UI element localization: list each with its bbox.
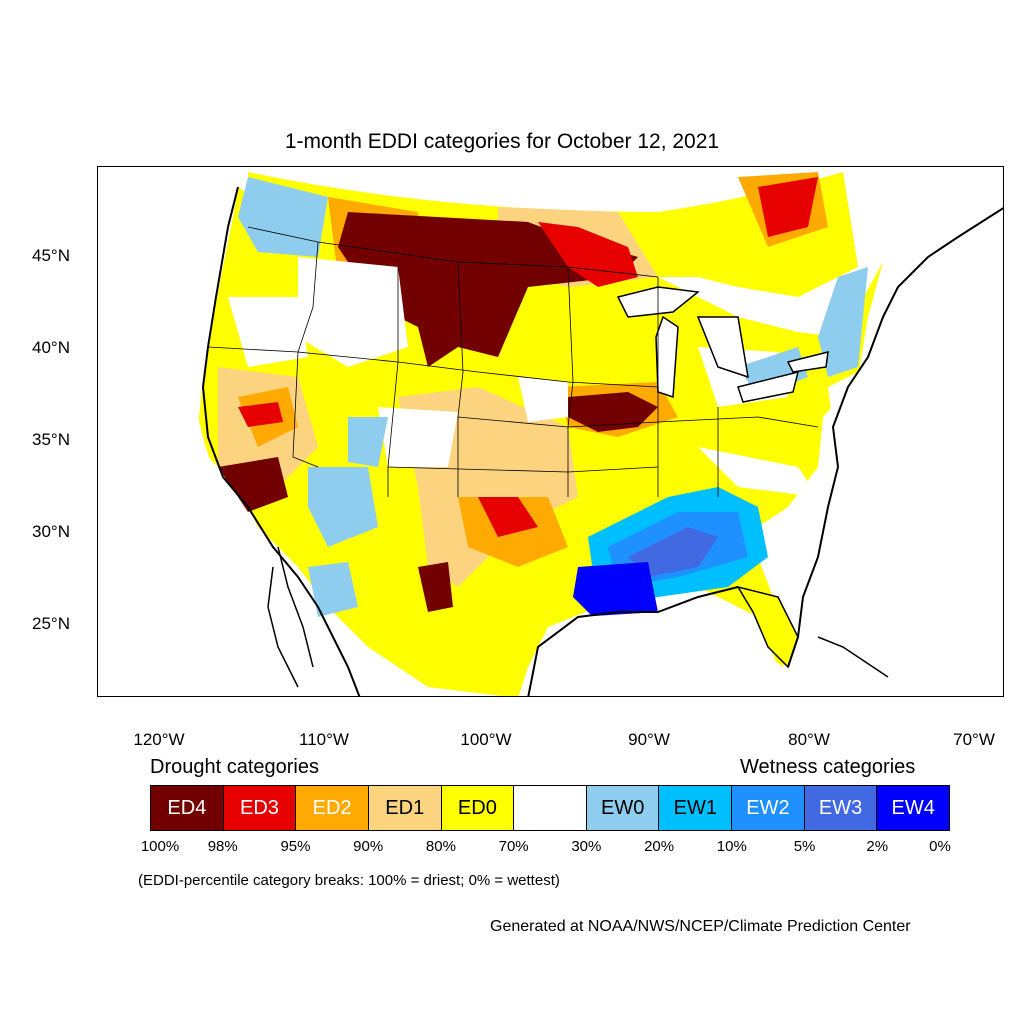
legend-box-ew2: EW2	[732, 786, 805, 830]
credit-line: Generated at NOAA/NWS/NCEP/Climate Predi…	[490, 918, 911, 935]
drought-heading: Drought categories	[150, 756, 319, 778]
eddi-map	[98, 167, 1003, 696]
legend-box-ew0: EW0	[586, 786, 660, 830]
percentile-label: 100%	[140, 838, 180, 855]
legend-box-ed4: ED4	[151, 786, 224, 830]
percentile-label: 90%	[353, 838, 384, 855]
legend-box-ew1: EW1	[659, 786, 733, 830]
lon-label: 80°W	[788, 730, 830, 749]
lon-label: 110°W	[299, 730, 349, 749]
legend-box-ed3: ED3	[223, 786, 297, 830]
percentile-label: 98%	[207, 838, 238, 855]
coastline	[201, 186, 1003, 696]
lon-label: 120°W	[133, 730, 185, 749]
percentile-label: 70%	[498, 838, 529, 855]
map-title: 1-month EDDI categories for October 12, …	[284, 130, 720, 153]
map-frame	[97, 166, 1004, 697]
lat-label: 25°N	[32, 614, 70, 633]
legend-box-ed1: ED1	[368, 786, 442, 830]
lat-label: 40°N	[32, 338, 70, 357]
percentile-label: 95%	[280, 838, 311, 855]
legend-box-neutral	[514, 786, 587, 830]
percentile-label: 30%	[571, 838, 602, 855]
legend-box-ew3: EW3	[804, 786, 878, 830]
percentile-label: 2%	[866, 838, 889, 855]
percentile-label: 5%	[793, 838, 816, 855]
lon-label: 70°W	[953, 730, 995, 749]
percentile-label: 20%	[644, 838, 675, 855]
category-note: (EDDI-percentile category breaks: 100% =…	[138, 872, 560, 889]
lat-label: 35°N	[32, 430, 70, 449]
ew4-lower-mississippi	[573, 562, 658, 622]
lat-label: 30°N	[32, 522, 70, 541]
lat-label: 45°N	[32, 246, 70, 265]
legend-box-ew4: EW4	[877, 786, 950, 830]
legend-box-ed2: ED2	[296, 786, 369, 830]
lon-label: 90°W	[628, 730, 670, 749]
legend-box-ed0: ED0	[441, 786, 515, 830]
percentile-label: 80%	[425, 838, 456, 855]
wetness-heading: Wetness categories	[740, 756, 916, 778]
legend-bar: ED4 ED3 ED2 ED1 ED0 EW0 EW1 EW2 EW3 EW4	[150, 785, 950, 831]
percentile-label: 10%	[716, 838, 747, 855]
lon-label: 100°W	[460, 730, 512, 749]
percentile-label: 0%	[929, 838, 951, 855]
state-boundaries	[207, 226, 819, 497]
